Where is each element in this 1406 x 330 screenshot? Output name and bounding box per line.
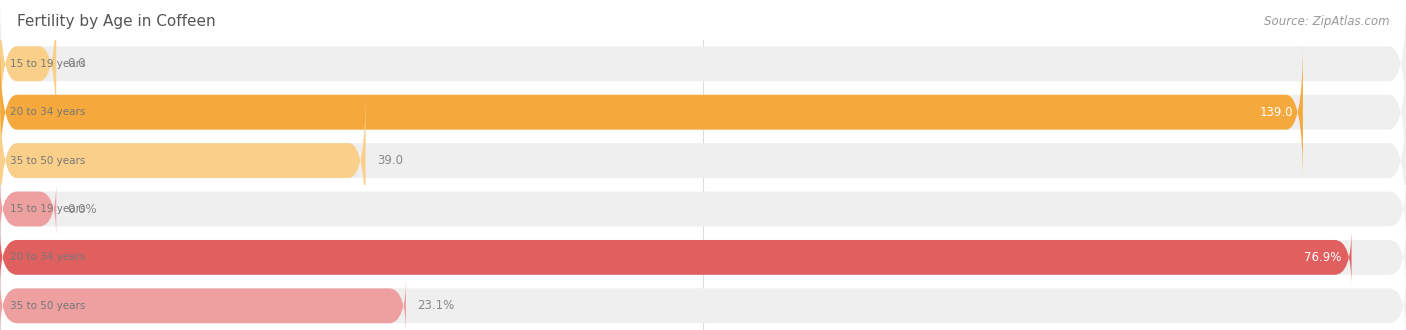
FancyBboxPatch shape [0, 180, 56, 238]
FancyBboxPatch shape [0, 180, 1406, 238]
Text: 0.0: 0.0 [67, 57, 86, 70]
Text: 23.1%: 23.1% [418, 299, 454, 312]
FancyBboxPatch shape [0, 91, 1406, 230]
Text: Fertility by Age in Coffeen: Fertility by Age in Coffeen [17, 14, 215, 29]
Text: 139.0: 139.0 [1260, 106, 1294, 119]
FancyBboxPatch shape [0, 277, 406, 330]
Text: 76.9%: 76.9% [1305, 251, 1341, 264]
Text: 20 to 34 years: 20 to 34 years [10, 252, 86, 262]
FancyBboxPatch shape [0, 277, 1406, 330]
Text: Source: ZipAtlas.com: Source: ZipAtlas.com [1264, 15, 1389, 28]
FancyBboxPatch shape [0, 43, 1406, 182]
FancyBboxPatch shape [0, 0, 56, 134]
Text: 35 to 50 years: 35 to 50 years [10, 301, 86, 311]
FancyBboxPatch shape [0, 228, 1351, 286]
FancyBboxPatch shape [0, 0, 1406, 134]
Text: 20 to 34 years: 20 to 34 years [10, 107, 86, 117]
Text: 15 to 19 years: 15 to 19 years [10, 59, 86, 69]
Text: 0.0%: 0.0% [67, 203, 97, 215]
FancyBboxPatch shape [0, 228, 1406, 286]
Text: 15 to 19 years: 15 to 19 years [10, 204, 86, 214]
FancyBboxPatch shape [0, 91, 366, 230]
FancyBboxPatch shape [0, 43, 1303, 182]
Text: 39.0: 39.0 [377, 154, 402, 167]
Text: 35 to 50 years: 35 to 50 years [10, 156, 86, 166]
